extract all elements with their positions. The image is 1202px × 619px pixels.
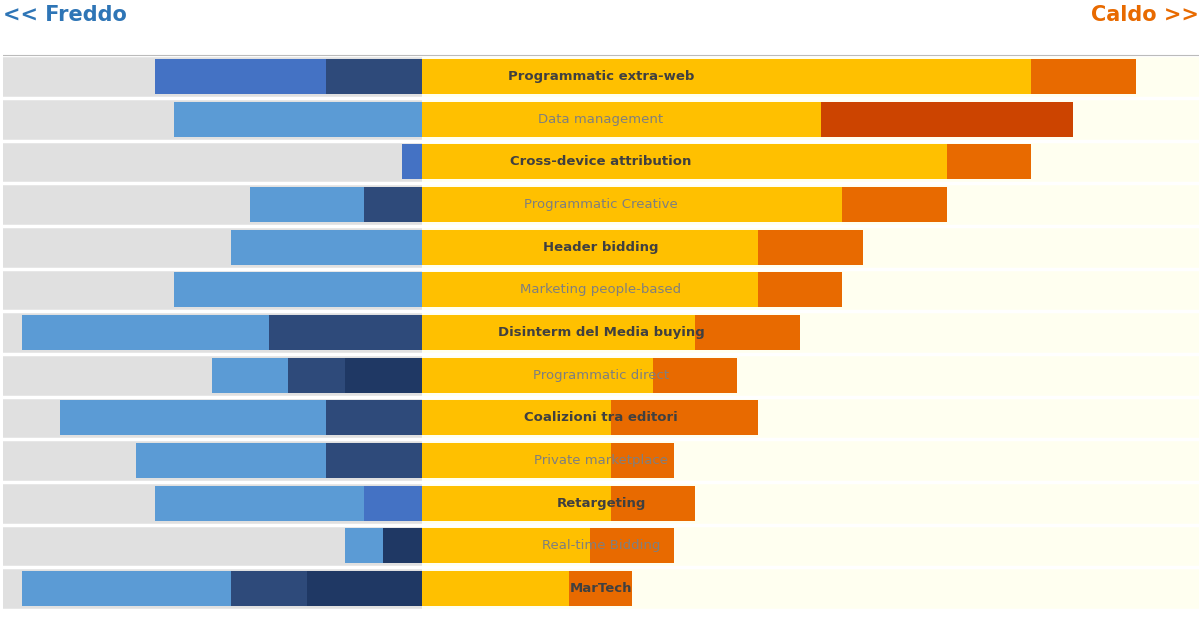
Bar xyxy=(1031,59,1136,94)
Text: Header bidding: Header bidding xyxy=(543,241,659,254)
Bar xyxy=(611,443,674,478)
Text: Programmatic direct: Programmatic direct xyxy=(532,369,670,382)
Bar xyxy=(2,397,422,439)
Bar xyxy=(2,226,422,269)
Text: Programmatic Creative: Programmatic Creative xyxy=(524,198,678,211)
Bar xyxy=(2,482,422,524)
Bar xyxy=(2,269,422,311)
Bar xyxy=(422,354,1200,397)
Bar xyxy=(422,567,1200,610)
Bar xyxy=(22,571,231,606)
Bar xyxy=(364,486,422,521)
Text: Disinterm del Media buying: Disinterm del Media buying xyxy=(498,326,704,339)
Bar xyxy=(155,486,364,521)
Bar xyxy=(231,230,364,265)
Bar xyxy=(2,354,422,397)
Bar xyxy=(250,187,364,222)
Bar xyxy=(2,183,422,226)
Bar xyxy=(422,59,1031,94)
Bar xyxy=(308,571,422,606)
Bar xyxy=(422,529,590,563)
Text: Coalizioni tra editori: Coalizioni tra editori xyxy=(524,412,678,425)
Bar xyxy=(422,102,821,137)
Bar xyxy=(653,358,737,392)
Bar xyxy=(22,315,269,350)
Bar xyxy=(422,272,757,308)
Bar xyxy=(422,55,1200,98)
Bar xyxy=(422,358,653,392)
Bar xyxy=(422,571,569,606)
Bar xyxy=(422,397,1200,439)
Bar xyxy=(422,439,1200,482)
Text: Private marketplace: Private marketplace xyxy=(534,454,668,467)
Bar xyxy=(422,226,1200,269)
Bar xyxy=(345,529,383,563)
Bar xyxy=(403,144,422,180)
Bar xyxy=(2,524,422,567)
Bar xyxy=(422,269,1200,311)
Bar xyxy=(947,144,1031,180)
Bar xyxy=(288,358,345,392)
Text: Data management: Data management xyxy=(538,113,664,126)
Bar xyxy=(327,400,422,435)
Text: Caldo >>: Caldo >> xyxy=(1091,6,1200,25)
Bar xyxy=(757,272,841,308)
Bar xyxy=(422,183,1200,226)
Bar xyxy=(327,443,422,478)
Bar xyxy=(174,272,345,308)
Text: << Freddo: << Freddo xyxy=(2,6,126,25)
Bar xyxy=(2,439,422,482)
Bar xyxy=(422,141,1200,183)
Bar xyxy=(422,144,947,180)
Text: Marketing people-based: Marketing people-based xyxy=(520,284,682,297)
Bar xyxy=(422,482,1200,524)
Bar xyxy=(611,486,695,521)
Bar xyxy=(231,571,308,606)
Bar xyxy=(2,311,422,354)
Text: Cross-device attribution: Cross-device attribution xyxy=(511,155,691,168)
Bar xyxy=(611,400,757,435)
Bar xyxy=(590,529,674,563)
Bar xyxy=(2,55,422,98)
Bar xyxy=(422,315,695,350)
Bar xyxy=(213,358,288,392)
Text: MarTech: MarTech xyxy=(570,582,632,595)
Bar xyxy=(364,187,422,222)
Bar xyxy=(422,443,611,478)
Bar xyxy=(155,59,327,94)
Bar xyxy=(821,102,1073,137)
Bar xyxy=(422,98,1200,141)
Bar xyxy=(422,486,611,521)
Bar xyxy=(174,102,345,137)
Bar xyxy=(569,571,632,606)
Bar xyxy=(345,358,422,392)
Bar xyxy=(422,524,1200,567)
Bar xyxy=(841,187,947,222)
Bar xyxy=(422,230,757,265)
Text: Programmatic extra-web: Programmatic extra-web xyxy=(507,70,695,83)
Bar xyxy=(60,400,327,435)
Bar xyxy=(269,315,422,350)
Bar xyxy=(327,59,422,94)
Bar xyxy=(136,443,327,478)
Bar xyxy=(345,272,422,308)
Bar xyxy=(2,98,422,141)
Bar xyxy=(2,567,422,610)
Text: Retargeting: Retargeting xyxy=(557,496,645,509)
Bar xyxy=(695,315,799,350)
Bar xyxy=(383,529,422,563)
Bar xyxy=(345,102,422,137)
Bar xyxy=(422,400,611,435)
Bar xyxy=(757,230,863,265)
Text: Real-time Bidding: Real-time Bidding xyxy=(542,539,660,552)
Bar xyxy=(422,187,841,222)
Bar xyxy=(2,141,422,183)
Bar xyxy=(364,230,422,265)
Bar xyxy=(422,311,1200,354)
